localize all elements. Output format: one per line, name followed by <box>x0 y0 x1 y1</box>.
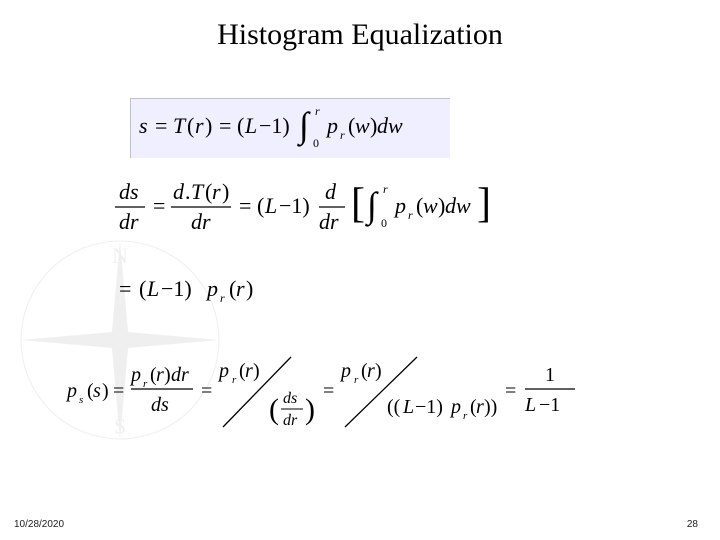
svg-text:.: . <box>185 179 191 204</box>
svg-text:=: = <box>155 113 167 138</box>
svg-text:L: L <box>524 394 536 416</box>
svg-text:(: ( <box>139 276 146 301</box>
svg-text:): ) <box>205 113 212 138</box>
svg-text:−1): −1) <box>161 276 192 301</box>
svg-text:p: p <box>393 193 406 218</box>
svg-text:r: r <box>383 182 388 196</box>
svg-text:r: r <box>408 208 413 222</box>
equation-4: p s ( s ) = p r ( r ) dr ds = p r ( <box>65 345 655 446</box>
svg-text:d: d <box>173 179 185 204</box>
svg-text:L: L <box>402 396 414 418</box>
svg-text:(: ( <box>269 393 279 426</box>
svg-text:ds: ds <box>151 394 169 416</box>
svg-text:T: T <box>191 179 205 204</box>
svg-text:r: r <box>476 396 484 418</box>
svg-text:dw: dw <box>445 193 471 218</box>
svg-text:=: = <box>153 193 165 218</box>
svg-text:r: r <box>143 378 148 390</box>
svg-text:s: s <box>93 380 101 402</box>
svg-text:p: p <box>65 380 77 402</box>
svg-text:−1): −1) <box>259 113 290 138</box>
svg-text:d: d <box>325 179 337 204</box>
svg-text:dr: dr <box>191 209 211 234</box>
svg-text:r: r <box>340 128 345 142</box>
svg-text:)): )) <box>484 396 497 418</box>
svg-text:r: r <box>245 360 253 382</box>
svg-text:p: p <box>217 360 229 382</box>
svg-text:=: = <box>201 380 212 402</box>
svg-text:): ) <box>253 360 260 382</box>
footer-date: 10/28/2020 <box>14 519 64 530</box>
svg-text:ds: ds <box>283 390 297 407</box>
svg-text:dr: dr <box>119 209 139 234</box>
svg-text:=: = <box>239 193 251 218</box>
svg-text:p: p <box>449 396 461 418</box>
svg-text:r: r <box>236 276 245 301</box>
svg-text:L: L <box>146 276 159 301</box>
slide-title: Histogram Equalization <box>0 0 720 52</box>
svg-text:p: p <box>339 360 351 382</box>
svg-text:): ) <box>375 360 382 382</box>
svg-text:r: r <box>232 374 237 386</box>
svg-text:=: = <box>505 380 516 402</box>
svg-text:p: p <box>129 364 141 386</box>
svg-text:[: [ <box>351 181 365 227</box>
svg-text:L: L <box>264 193 277 218</box>
svg-text:s: s <box>139 113 148 138</box>
svg-text:r: r <box>195 113 204 138</box>
equation-1: s = T ( r ) = ( L −1) ∫ r 0 p r ( w ) dw <box>130 98 450 158</box>
equation-3: = ( L −1) p r ( r ) <box>115 270 415 315</box>
svg-text:1: 1 <box>545 364 555 386</box>
svg-text:dr: dr <box>319 209 339 234</box>
svg-text:): ) <box>222 179 229 204</box>
footer-page-number: 28 <box>687 519 698 530</box>
svg-text:w: w <box>423 193 438 218</box>
svg-text:r: r <box>212 179 221 204</box>
svg-text:): ) <box>102 380 109 402</box>
svg-text:r: r <box>367 360 375 382</box>
equation-2: ds dr = d . T ( r ) dr = ( L −1) d <box>115 175 545 252</box>
svg-text:ds: ds <box>119 179 139 204</box>
svg-text:∫: ∫ <box>297 105 311 147</box>
svg-text:−1: −1 <box>539 394 560 416</box>
svg-text:=: = <box>323 380 334 402</box>
svg-text:0: 0 <box>313 136 319 150</box>
svg-text:r: r <box>315 104 320 118</box>
svg-text:−1): −1) <box>415 396 443 418</box>
svg-text:=: = <box>119 276 131 301</box>
svg-text:(: ( <box>257 193 264 218</box>
svg-text:=: = <box>219 113 231 138</box>
svg-text:s: s <box>79 394 83 406</box>
svg-text:((: (( <box>387 396 401 418</box>
svg-text:=: = <box>113 380 124 402</box>
svg-text:r: r <box>220 291 225 305</box>
svg-text:p: p <box>325 113 338 138</box>
svg-text:T: T <box>173 113 187 138</box>
svg-text:L: L <box>244 113 257 138</box>
svg-text:p: p <box>205 276 218 301</box>
svg-text:dr: dr <box>171 364 189 386</box>
svg-text:dr: dr <box>283 412 298 429</box>
svg-text:(: ( <box>237 113 244 138</box>
svg-text:r: r <box>463 410 468 422</box>
svg-text:r: r <box>354 374 359 386</box>
svg-text:): ) <box>246 276 253 301</box>
slide: N S Histogram Equalization s = T ( r ) =… <box>0 0 720 540</box>
svg-text:(: ( <box>187 113 194 138</box>
svg-text:−1): −1) <box>279 193 310 218</box>
svg-text:dw: dw <box>377 113 403 138</box>
svg-text:]: ] <box>477 181 491 227</box>
svg-text:r: r <box>156 364 164 386</box>
svg-text:0: 0 <box>381 216 387 230</box>
svg-text:w: w <box>355 113 370 138</box>
svg-text:): ) <box>305 393 315 426</box>
svg-text:∫: ∫ <box>365 185 379 227</box>
svg-text:): ) <box>164 364 171 386</box>
